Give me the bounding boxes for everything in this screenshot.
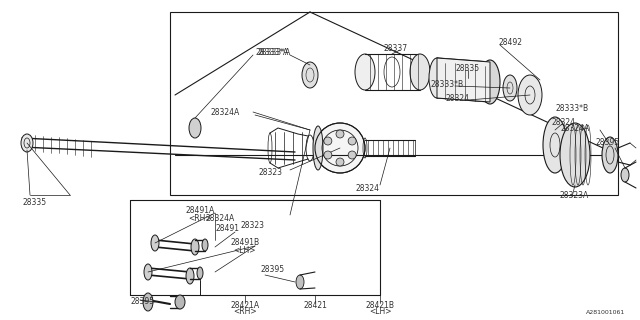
Text: 28421: 28421 <box>303 300 327 309</box>
Ellipse shape <box>143 293 153 311</box>
Text: 28492: 28492 <box>498 37 522 46</box>
Text: <LH>: <LH> <box>369 308 391 316</box>
Text: 28324: 28324 <box>552 117 576 126</box>
Text: 28333*B: 28333*B <box>555 103 588 113</box>
Ellipse shape <box>175 295 185 309</box>
Text: 28421B: 28421B <box>365 300 394 309</box>
Text: 28491: 28491 <box>215 223 239 233</box>
Ellipse shape <box>543 117 567 173</box>
Text: A281001061: A281001061 <box>586 310 625 316</box>
Text: 28491B: 28491B <box>230 237 259 246</box>
Ellipse shape <box>336 158 344 166</box>
Ellipse shape <box>186 268 194 284</box>
Ellipse shape <box>429 58 445 98</box>
Ellipse shape <box>151 235 159 251</box>
Ellipse shape <box>197 267 203 279</box>
Text: 28335: 28335 <box>455 63 479 73</box>
Text: 28491A: 28491A <box>185 205 214 214</box>
Text: 28333*B: 28333*B <box>430 79 463 89</box>
Text: 28324: 28324 <box>445 93 469 102</box>
Ellipse shape <box>191 239 199 255</box>
Ellipse shape <box>296 275 304 289</box>
Ellipse shape <box>518 75 542 115</box>
Text: 28395: 28395 <box>260 266 284 275</box>
Ellipse shape <box>560 123 590 187</box>
Text: 28421A: 28421A <box>230 300 260 309</box>
Ellipse shape <box>202 239 208 251</box>
Ellipse shape <box>21 134 33 152</box>
Ellipse shape <box>324 137 332 145</box>
Ellipse shape <box>348 151 356 159</box>
Text: 28324A: 28324A <box>210 108 239 116</box>
Ellipse shape <box>503 75 517 101</box>
Text: <RH>: <RH> <box>188 213 212 222</box>
Ellipse shape <box>144 264 152 280</box>
Text: 28337: 28337 <box>383 44 407 52</box>
Text: 28324: 28324 <box>355 183 379 193</box>
Text: 28323: 28323 <box>240 220 264 229</box>
Ellipse shape <box>621 168 629 182</box>
Ellipse shape <box>355 54 375 90</box>
Text: 28395: 28395 <box>130 298 154 307</box>
Ellipse shape <box>313 126 323 170</box>
Ellipse shape <box>336 130 344 138</box>
Text: 28333*A: 28333*A <box>255 47 288 57</box>
Ellipse shape <box>189 118 201 138</box>
Text: 28324A: 28324A <box>205 213 234 222</box>
Ellipse shape <box>315 123 365 173</box>
Ellipse shape <box>348 137 356 145</box>
Ellipse shape <box>480 60 500 104</box>
Text: 28323: 28323 <box>258 167 282 177</box>
Text: 28333*A: 28333*A <box>257 47 291 57</box>
Text: 28323A: 28323A <box>560 190 589 199</box>
Text: 28395: 28395 <box>595 138 619 147</box>
Polygon shape <box>437 58 490 102</box>
Ellipse shape <box>602 137 618 173</box>
Text: <LH>: <LH> <box>233 245 255 254</box>
Ellipse shape <box>302 62 318 88</box>
Text: 28335: 28335 <box>22 197 46 206</box>
Text: 28324A: 28324A <box>561 124 590 132</box>
Ellipse shape <box>324 151 332 159</box>
Text: <RH>: <RH> <box>233 308 257 316</box>
Ellipse shape <box>410 54 430 90</box>
